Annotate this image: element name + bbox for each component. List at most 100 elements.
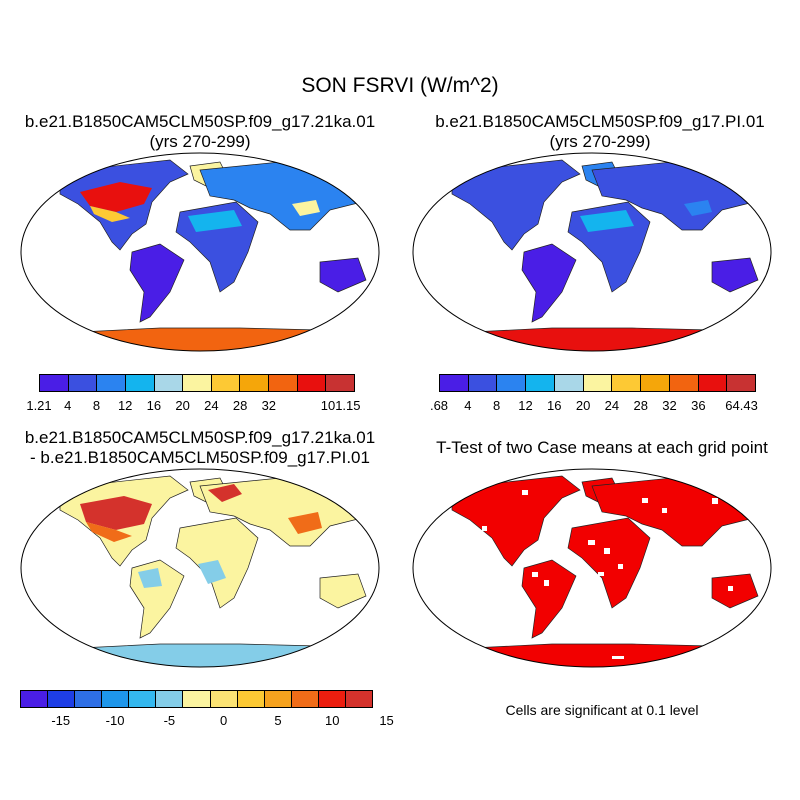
- ice-sheet-laurentide: [80, 182, 152, 212]
- panel4-title: T-Test of two Case means at each grid po…: [412, 438, 792, 458]
- colorbar-box: [468, 375, 498, 391]
- colorbar-21ka-labels: 1.21 4 8 12 16 20 24 28 32 101.15: [26, 398, 360, 414]
- map-border: [412, 468, 772, 668]
- colorbar-box: [183, 375, 212, 391]
- land-antarctica: [21, 327, 379, 351]
- colorbar-box: [318, 691, 346, 707]
- land-australia: [711, 257, 759, 293]
- high-plateau-tibet: [684, 200, 712, 216]
- significance-note: Cells are significant at 0.1 level: [505, 702, 699, 718]
- land-antarctica: [413, 643, 771, 667]
- colorbar-tick-label: 10: [325, 713, 340, 728]
- colorbar-box: [68, 375, 98, 391]
- land-australia: [319, 573, 367, 609]
- colorbar-box: [21, 691, 49, 707]
- panel1-title-line1: b.e21.B1850CAM5CLM50SP.f09_g17.21ka.01: [24, 112, 376, 131]
- land-north-america: [451, 475, 581, 567]
- colorbar-box: [154, 375, 184, 391]
- panel3-title-line1: b.e21.B1850CAM5CLM50SP.f09_g17.21ka.01: [24, 428, 376, 447]
- ice-sheet-laurentide-margin: [90, 206, 130, 222]
- colorbar-box: [237, 691, 265, 707]
- land-antarctica: [21, 643, 379, 667]
- colorbar-tick-label: 4: [64, 398, 72, 413]
- colorbar-box: [727, 375, 756, 391]
- high-plateau-tibet: [292, 200, 320, 216]
- tropics-negative-region: [198, 560, 226, 584]
- colorbar-box: [240, 375, 270, 391]
- colorbar-tick-label: 4: [464, 398, 472, 413]
- colorbar-tick-label: 28: [232, 398, 248, 413]
- colorbar-box: [554, 375, 584, 391]
- land-antarctica: [413, 327, 771, 351]
- colorbar-tick-label: 64.43: [725, 398, 758, 413]
- colorbar-box: [125, 375, 155, 391]
- colorbar-tick-label: 12: [117, 398, 133, 413]
- land-north-america: [451, 159, 581, 251]
- panel1-title-line2: (yrs 270-299): [149, 132, 251, 151]
- land-australia: [711, 573, 759, 609]
- sahara-region: [580, 210, 634, 232]
- colorbar-box: [297, 375, 327, 391]
- land-australia: [319, 257, 367, 293]
- colorbar-tick-label: 32: [662, 398, 677, 413]
- map-border: [20, 152, 380, 352]
- colorbar-tick-label: 16: [547, 398, 562, 413]
- colorbar-box: [97, 375, 126, 391]
- colorbar-box: [497, 375, 527, 391]
- colorbar-tick-label: 15: [379, 713, 394, 728]
- colorbar-box: [440, 375, 469, 391]
- colorbar-tick-label: 20: [175, 398, 190, 413]
- colorbar-box: [156, 691, 184, 707]
- colorbar-tick-label: 20: [575, 398, 591, 413]
- colorbar-box: [211, 375, 241, 391]
- colorbar-tick-label: -10: [105, 713, 125, 728]
- ice-sheet-laurentide: [80, 496, 152, 530]
- colorbar-box: [102, 691, 130, 707]
- high-plateau-tibet: [288, 512, 322, 534]
- colorbar-box: [40, 375, 69, 391]
- colorbar-tick-label: 8: [92, 398, 101, 413]
- map-border: [20, 468, 380, 668]
- colorbar-tick-label: 32: [261, 398, 277, 413]
- land-south-america: [521, 243, 577, 323]
- colorbar-pi: [439, 374, 756, 392]
- colorbar-tick-label: 28: [633, 398, 648, 413]
- colorbar-tick-label: 24: [604, 398, 620, 413]
- colorbar-tick-label: .68: [429, 398, 449, 413]
- colorbar-box: [264, 691, 292, 707]
- colorbar-box: [345, 691, 373, 707]
- colorbar-tick-label: 36: [691, 398, 706, 413]
- colorbar-tick-label: 0: [220, 713, 228, 728]
- panel1-title: b.e21.B1850CAM5CLM50SP.f09_g17.21ka.01 (…: [10, 112, 390, 152]
- colorbar-box: [183, 691, 211, 707]
- colorbar-box: [269, 375, 298, 391]
- colorbar-box: [641, 375, 670, 391]
- colorbar-difference: [20, 690, 373, 708]
- page-title: SON FSRVI (W/m^2): [301, 74, 499, 97]
- colorbar-tick-label: 5: [274, 713, 282, 728]
- map-panel-21ka: [20, 152, 380, 352]
- land-south-america: [521, 559, 577, 639]
- colorbar-tick-label: -5: [163, 713, 176, 728]
- map-panel-ttest: [412, 468, 772, 668]
- panel4-title-line1: T-Test of two Case means at each grid po…: [436, 438, 768, 457]
- colorbar-tick-label: 8: [493, 398, 501, 413]
- colorbar-box: [48, 691, 76, 707]
- colorbar-tick-label: 24: [204, 398, 219, 413]
- colorbar-box: [583, 375, 613, 391]
- map-border: [412, 152, 772, 352]
- sahara-region: [188, 210, 242, 232]
- colorbar-21ka: [39, 374, 355, 392]
- panel3-title-line2: - b.e21.B1850CAM5CLM50SP.f09_g17.PI.01: [30, 448, 370, 467]
- panel2-title: b.e21.B1850CAM5CLM50SP.f09_g17.PI.01 (yr…: [410, 112, 790, 152]
- map-panel-pi: [412, 152, 772, 352]
- panel2-title-line1: b.e21.B1850CAM5CLM50SP.f09_g17.PI.01: [435, 112, 765, 131]
- colorbar-box: [75, 691, 103, 707]
- colorbar-box: [326, 375, 355, 391]
- map-panel-difference: [20, 468, 380, 668]
- colorbar-pi-labels: .68 4 8 12 16 20 24 28 32 36 64.43: [430, 398, 758, 414]
- panel3-title: b.e21.B1850CAM5CLM50SP.f09_g17.21ka.01 -…: [10, 428, 390, 468]
- colorbar-box: [698, 375, 728, 391]
- colorbar-difference-labels: -15 -10 -5 0 5 10 15: [20, 713, 393, 729]
- ice-sheet-fennoscandia: [208, 484, 242, 502]
